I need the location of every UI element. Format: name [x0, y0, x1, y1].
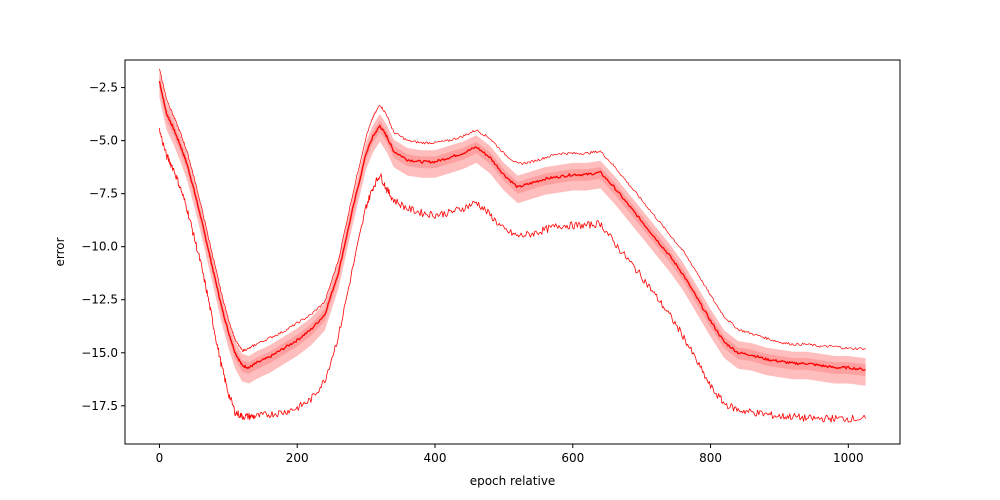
y-tick-label: −15.0	[81, 346, 118, 360]
plot-area	[158, 68, 866, 423]
y-tick-label: −17.5	[81, 399, 118, 413]
y-tick-label: −7.5	[89, 187, 118, 201]
mean-error-line	[158, 81, 866, 372]
confidence-band	[159, 69, 866, 386]
lower-bound-line	[159, 128, 866, 423]
x-tick-label: 400	[424, 451, 447, 465]
y-tick-label: −12.5	[81, 293, 118, 307]
x-axis: 0 200 400 600 800 1000	[156, 444, 864, 465]
x-tick-label: 800	[699, 451, 722, 465]
x-tick-label: 1000	[833, 451, 864, 465]
x-axis-label: epoch relative	[470, 474, 556, 488]
upper-bound-line	[159, 68, 866, 353]
y-axis: −2.5 −5.0 −7.5 −10.0 −12.5 −15.0 −17.5	[81, 81, 125, 413]
y-tick-label: −10.0	[81, 240, 118, 254]
y-tick-label: −2.5	[89, 81, 118, 95]
y-tick-label: −5.0	[89, 134, 118, 148]
axes-frame	[124, 59, 901, 445]
y-axis-label: error	[53, 237, 67, 266]
x-tick-label: 600	[561, 451, 584, 465]
x-tick-label: 0	[156, 451, 164, 465]
x-tick-label: 200	[286, 451, 309, 465]
